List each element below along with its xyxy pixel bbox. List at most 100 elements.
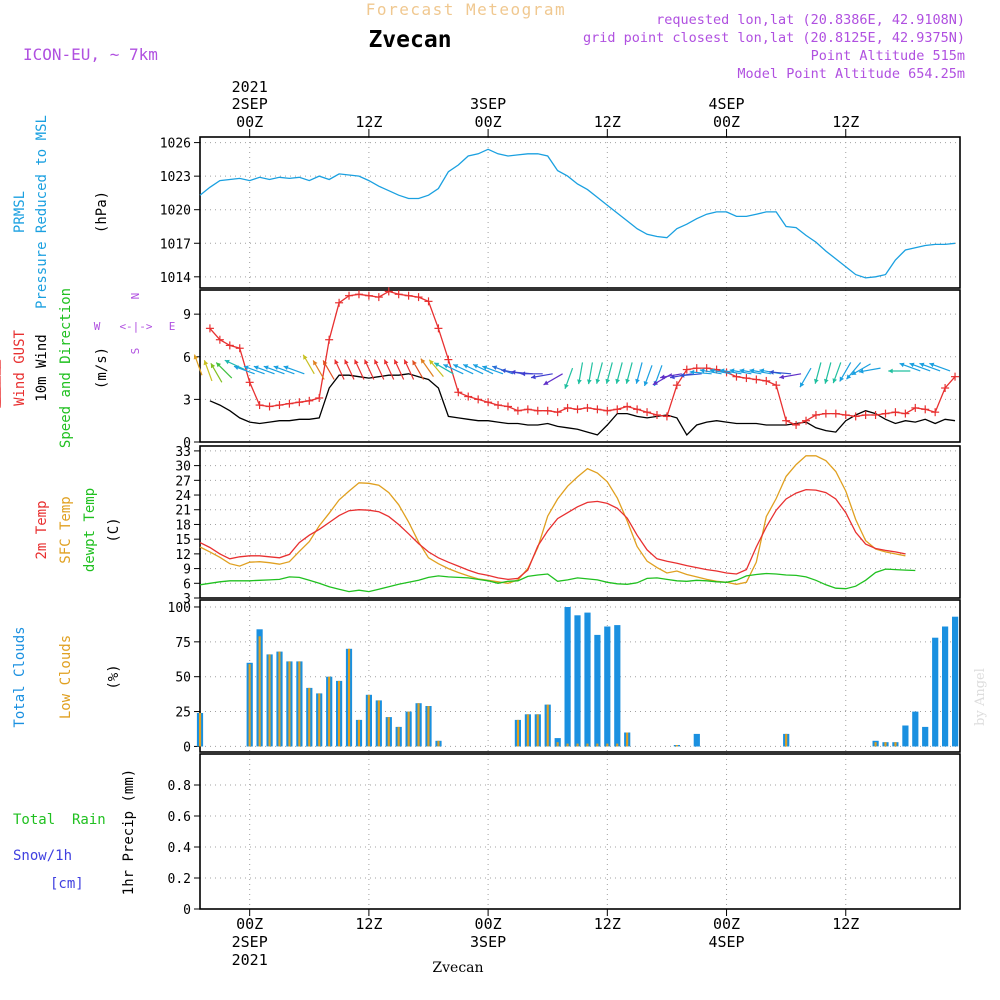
wind-arrow-head <box>193 354 199 360</box>
total-cloud-bar <box>912 711 919 747</box>
gust-marker <box>652 411 661 420</box>
wind-arrow-head <box>749 368 755 374</box>
wind-arrow-head <box>587 379 592 385</box>
low-cloud-bar <box>606 743 609 747</box>
wind-arrow-head <box>800 382 805 388</box>
gust-marker <box>553 408 562 417</box>
bottom-date-label: 4SEP <box>708 933 744 951</box>
y-tick-label: 9 <box>183 308 191 323</box>
y-tick-label: 0.2 <box>168 872 191 887</box>
low-cloud-bar <box>536 714 539 747</box>
wind-arrow <box>814 362 822 384</box>
compass-rose-legend: N W <-|-> E S <box>94 293 176 355</box>
low-cloud-bar <box>526 714 529 747</box>
gust-marker <box>275 401 284 410</box>
clouds-panel-labels: Total Clouds Low Clouds (%) <box>12 626 122 727</box>
low-cloud-bar <box>894 742 897 747</box>
bottom-hour-label: 00Z <box>236 915 263 933</box>
low-cloud-bar <box>546 704 549 747</box>
y-tick-label: 3 <box>183 592 191 607</box>
wind-arrow-head <box>699 368 705 374</box>
temp-2m-line <box>199 488 906 581</box>
grid-point-coordinates: grid point closest lon,lat (20.8125E, 42… <box>583 30 965 46</box>
wind-arrow-head <box>625 378 630 384</box>
gust-marker <box>941 384 950 393</box>
gust-marker <box>364 291 373 300</box>
compass-west: W <box>94 320 101 333</box>
y-tick-label: 6 <box>183 577 191 592</box>
y-tick-label: 1017 <box>160 237 191 252</box>
wind-arrow <box>520 371 543 377</box>
wind-arrow-head <box>729 368 735 374</box>
wind-arrow-head <box>453 364 459 369</box>
low-cloud-bar <box>516 719 519 747</box>
bottom-hour-label: 00Z <box>713 915 740 933</box>
y-tick-label: 1014 <box>160 271 191 286</box>
wind-arrow-head <box>463 364 469 369</box>
wind-arrow-head <box>929 362 935 368</box>
model-label: ICON-EU, ~ 7km <box>23 45 158 64</box>
wind-arrow-head <box>323 360 328 366</box>
gust-marker <box>623 402 632 411</box>
wind-arrow <box>283 365 305 375</box>
panel-frame <box>199 445 961 599</box>
wind-arrow <box>769 369 792 375</box>
wind-arrow-head <box>615 378 620 384</box>
wind-arrow-head <box>577 379 582 385</box>
panel-0: 1014 1017 1020 1023 1026 <box>160 136 961 289</box>
top-hour-label: 00Z <box>713 113 740 131</box>
low-cloud-bar <box>387 717 390 747</box>
total-cloud-bar <box>594 634 601 747</box>
wind-arrow <box>428 359 444 378</box>
wind-arrow-head <box>543 380 549 385</box>
bottom-hour-label: 12Z <box>355 915 382 933</box>
y-tick-label: 0 <box>183 903 191 918</box>
panel-3: 0 25 50 75 100 <box>168 599 961 755</box>
total-cloud-bar <box>604 626 611 747</box>
wind-arrow-head <box>679 373 685 378</box>
wind-arrow-head <box>719 368 725 374</box>
gust-marker <box>573 405 582 414</box>
wind-arrow <box>679 373 702 378</box>
top-date-label: 2SEP <box>232 95 268 113</box>
wind-arrow-head <box>814 378 819 384</box>
pressure-msl-label: Pressure Reduced to MSL <box>34 115 50 309</box>
gust-marker <box>901 409 910 418</box>
snow-unit-label: [cm] <box>50 876 84 892</box>
wind-arrow-head <box>273 365 279 370</box>
y-tick-label: 30 <box>175 460 191 475</box>
prmsl-label: PRMSL <box>12 191 28 233</box>
wind-arrow <box>739 368 762 375</box>
low-cloud-bar <box>556 742 559 747</box>
pressure-line <box>199 148 956 279</box>
credit-watermark: by Angel <box>973 668 988 726</box>
wind-arrow <box>846 362 862 380</box>
low-cloud-bar <box>348 648 351 747</box>
gust-marker <box>454 388 463 397</box>
gust-marker <box>732 372 741 381</box>
wind-arrow-head <box>652 380 658 385</box>
wind-arrow <box>243 365 265 375</box>
low-cloud-bar <box>884 742 887 747</box>
low-cloud-bar <box>278 651 281 747</box>
dewpt-line <box>199 568 916 593</box>
gust-marker <box>305 396 314 405</box>
gust-marker <box>255 401 264 410</box>
gust-marker <box>523 405 532 414</box>
wind-arrow <box>643 365 653 387</box>
total-rain-label: Total Rain <box>13 812 106 828</box>
low-cloud-bar <box>626 732 629 747</box>
wind-10m-line <box>209 373 956 436</box>
low-cloud-bar <box>338 680 341 747</box>
wind-arrow <box>929 362 951 372</box>
wind-arrow-head <box>851 370 857 375</box>
total-cloud-bar <box>932 637 939 747</box>
model-point-altitude: Model Point Altitude 654.25m <box>737 66 965 82</box>
total-cloud-bar <box>922 726 929 747</box>
wind-arrow-head <box>660 374 665 380</box>
wind-arrow-head <box>689 369 695 375</box>
top-hour-label: 00Z <box>475 113 502 131</box>
low-cloud-bar <box>288 661 291 747</box>
